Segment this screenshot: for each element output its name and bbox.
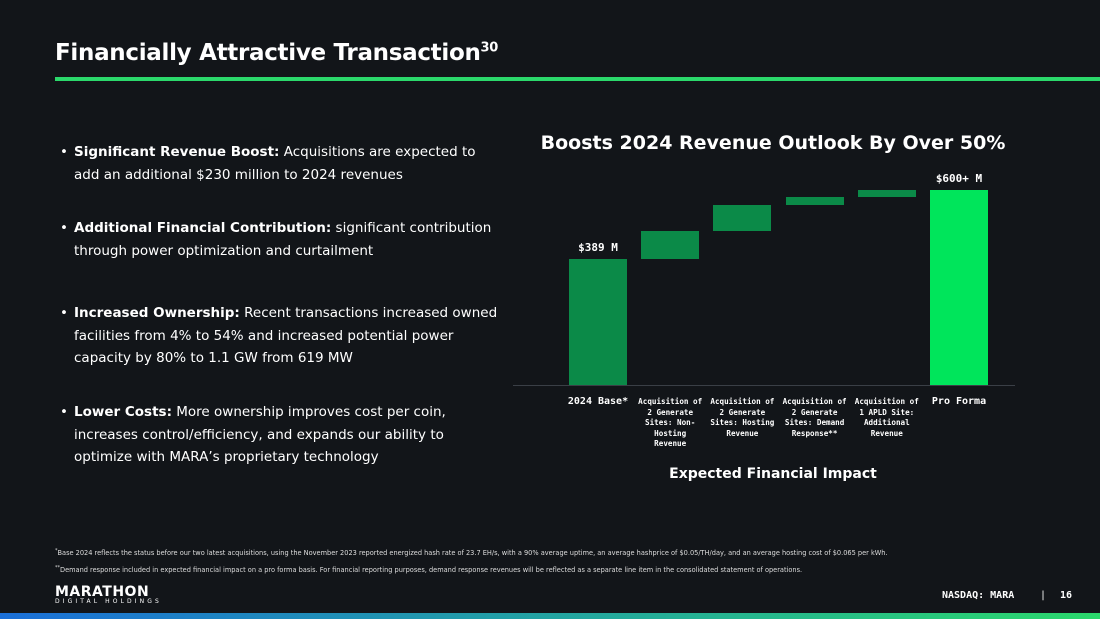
title-text: Financially Attractive Transaction <box>55 40 481 66</box>
footnote-mark: ** <box>55 565 60 571</box>
baseline <box>513 385 1015 386</box>
footnote: **Demand response included in expected f… <box>55 565 1055 574</box>
title-rule <box>55 77 1100 81</box>
bar <box>713 204 772 231</box>
footnote: *Base 2024 reflects the status before ou… <box>55 548 1055 557</box>
bullet: Increased Ownership: Recent transactions… <box>60 302 504 370</box>
x-tick-label: Pro Forma <box>931 396 987 407</box>
bullet-text: Acquisitions are expected to add an addi… <box>74 144 476 183</box>
bullet-text: significant contribution through power o… <box>74 220 492 259</box>
bar <box>569 258 627 385</box>
ticker: NASDAQ: MARA <box>942 590 1015 601</box>
page-number: 16 <box>1060 590 1073 601</box>
bullet-text: More ownership improves cost per coin, i… <box>74 404 446 465</box>
bullet-lead: Lower Costs: <box>74 404 172 420</box>
bullet-lead: Increased Ownership: <box>74 305 240 321</box>
x-tick-label: Acquisition of 2 Generate Sites: Hosting… <box>710 397 775 438</box>
bullet-lead: Significant Revenue Boost: <box>74 144 280 160</box>
x-tick-label: Acquisition of 2 Generate Sites: Non-Hos… <box>638 397 703 448</box>
value-label: $600+ M <box>935 172 983 185</box>
bullet: Significant Revenue Boost: Acquisitions … <box>60 141 504 186</box>
bar <box>641 230 700 259</box>
logo-sub: DIGITAL HOLDINGS <box>55 598 162 605</box>
x-tick-label: 2024 Base* <box>567 396 629 407</box>
bullet: Additional Financial Contribution: signi… <box>60 217 504 262</box>
bar <box>930 190 988 385</box>
footnote-text: Base 2024 reflects the status before our… <box>57 549 888 558</box>
x-axis-label: Expected Financial Impact <box>669 466 877 482</box>
bar <box>857 190 916 198</box>
bar <box>785 197 844 205</box>
footnote-text: Demand response included in expected fin… <box>60 566 803 575</box>
x-tick-label: Acquisition of 1 APLD Site: Additional R… <box>854 397 919 438</box>
bottom-bar <box>0 613 1100 619</box>
logo: MARATHON <box>55 584 150 600</box>
x-tick-label: Acquisition of 2 Generate Sites: Demand … <box>782 397 847 438</box>
bullet-lead: Additional Financial Contribution: <box>74 220 332 236</box>
separator: | <box>1040 590 1047 601</box>
footnote-mark: * <box>55 548 58 554</box>
bullet-text: Recent transactions increased owned faci… <box>74 305 498 366</box>
chart-title: Boosts 2024 Revenue Outlook By Over 50% <box>540 132 1006 154</box>
bullet: Lower Costs: More ownership improves cos… <box>60 401 504 469</box>
value-label: $389 M <box>578 240 618 254</box>
title-sup: 30 <box>480 40 499 56</box>
slide-title: Financially Attractive Transaction30 <box>55 40 498 66</box>
